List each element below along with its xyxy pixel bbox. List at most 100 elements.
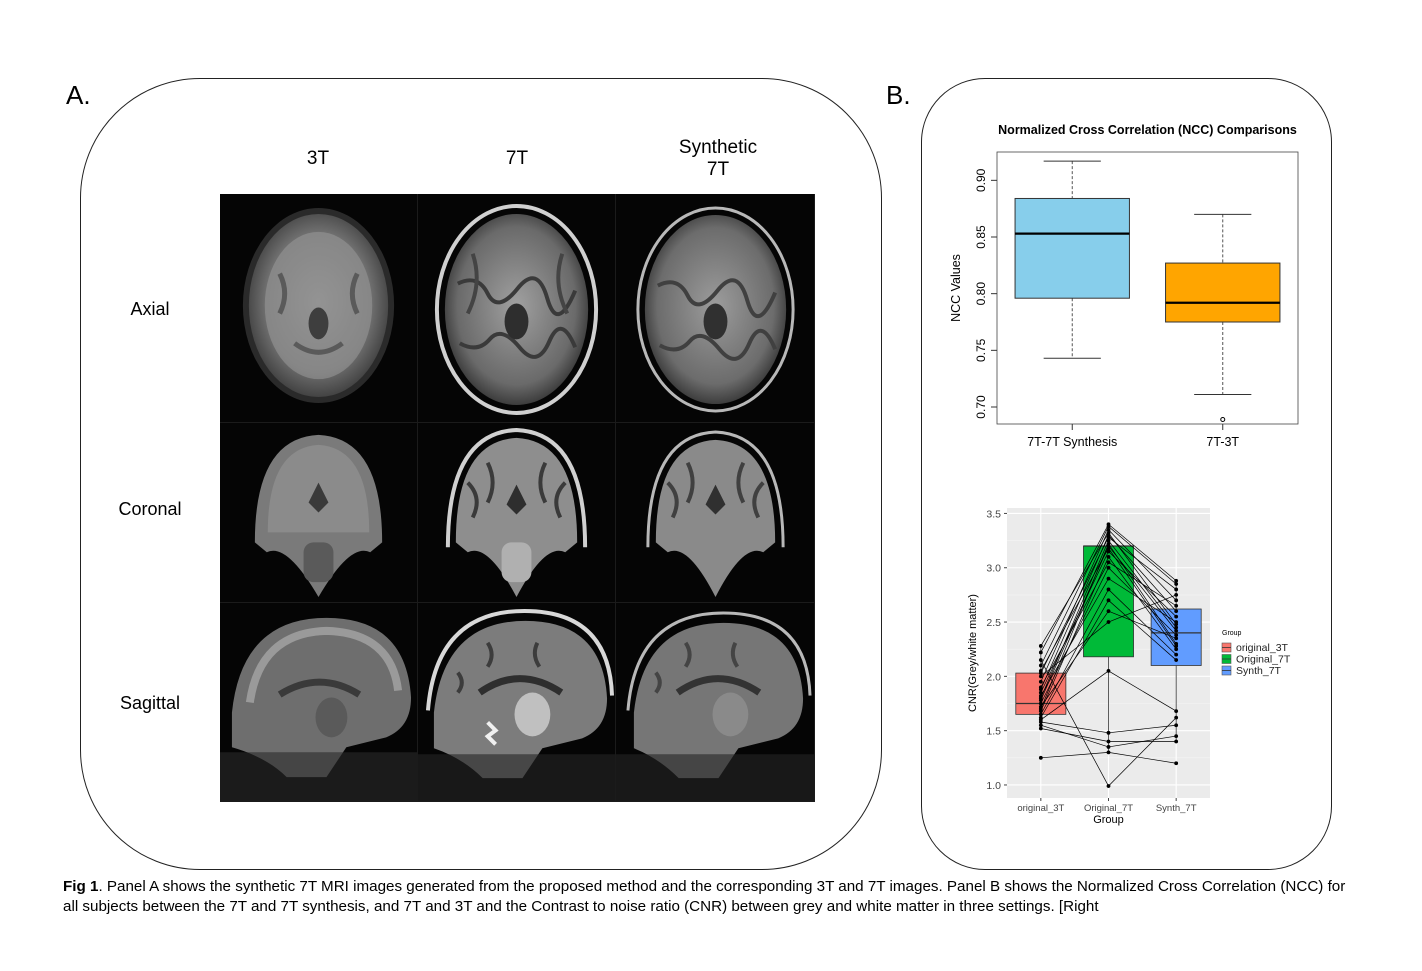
caption-text: . Panel A shows the synthetic 7T MRI ima… bbox=[63, 878, 1346, 915]
mri-sagittal-3t bbox=[220, 603, 418, 802]
subject-point bbox=[1174, 652, 1179, 657]
subject-point bbox=[1106, 587, 1111, 592]
subject-point bbox=[1174, 709, 1179, 714]
subject-point bbox=[1174, 614, 1179, 619]
legend-label: Synth_7T bbox=[1236, 665, 1282, 677]
x-tick-label: 7T-7T Synthesis bbox=[1027, 435, 1117, 449]
row-label-sagittal: Sagittal bbox=[119, 693, 181, 713]
mri-sagittal-synthetic-7t bbox=[616, 603, 815, 802]
subject-point bbox=[1106, 784, 1111, 788]
figure-caption: Fig 1. Panel A shows the synthetic 7T MR… bbox=[63, 877, 1353, 917]
outlier-point bbox=[1220, 416, 1226, 422]
subject-point bbox=[1038, 658, 1043, 662]
subject-point bbox=[1174, 587, 1179, 592]
x-tick-label: 7T-3T bbox=[1206, 435, 1239, 449]
subject-point bbox=[1106, 598, 1111, 603]
cnr-boxplot: 1.0 1.5 2.0 2.5 3.0 3.5 CNR(Grey/white matter)… bbox=[967, 508, 1291, 826]
caption-label: Fig 1 bbox=[63, 878, 99, 895]
subject-point bbox=[1038, 690, 1043, 695]
subject-point bbox=[1038, 674, 1043, 679]
column-label-3t: 3T bbox=[306, 148, 330, 169]
panel-b-letter: B. bbox=[886, 80, 911, 110]
subject-point bbox=[1106, 560, 1111, 565]
y-tick-label: 0.70 bbox=[974, 395, 988, 419]
subject-point bbox=[1038, 704, 1043, 709]
panel-a-frame bbox=[80, 78, 882, 870]
subject-point bbox=[1174, 761, 1179, 766]
subject-point bbox=[1174, 582, 1179, 586]
subject-point bbox=[1038, 723, 1043, 728]
subject-point bbox=[1038, 755, 1043, 760]
subject-point bbox=[1174, 603, 1179, 608]
panel-a-letter: A. bbox=[66, 80, 91, 110]
mri-coronal-synthetic-7t bbox=[616, 423, 815, 603]
subject-point bbox=[1106, 620, 1111, 624]
subject-point bbox=[1038, 669, 1043, 673]
y-tick-label: 0.80 bbox=[974, 282, 988, 306]
mri-image-grid bbox=[220, 194, 815, 802]
subject-point bbox=[1174, 734, 1179, 738]
x-axis-label: Group bbox=[1093, 814, 1124, 826]
subject-point bbox=[1106, 531, 1111, 535]
subject-point bbox=[1174, 628, 1179, 633]
subject-point bbox=[1038, 679, 1043, 684]
y-tick-label: 0.90 bbox=[974, 168, 988, 192]
subject-point bbox=[1174, 625, 1179, 630]
subject-point bbox=[1174, 592, 1179, 597]
subject-point bbox=[1174, 715, 1179, 720]
subject-point bbox=[1038, 701, 1043, 706]
subject-point bbox=[1174, 644, 1179, 648]
chart-title: Normalized Cross Correlation (NCC) Compa… bbox=[998, 123, 1297, 137]
subject-point bbox=[1106, 739, 1111, 744]
subject-point bbox=[1106, 565, 1111, 570]
subject-point bbox=[1038, 685, 1043, 690]
subject-point bbox=[1106, 527, 1111, 532]
row-label-axial: Axial bbox=[130, 299, 170, 319]
mri-axial-3t bbox=[220, 194, 418, 423]
subject-point bbox=[1038, 715, 1043, 720]
column-label-7t: 7T bbox=[505, 148, 529, 169]
subject-point bbox=[1106, 750, 1111, 755]
mri-sagittal-7t bbox=[418, 603, 616, 802]
subject-point bbox=[1106, 730, 1111, 735]
subject-point bbox=[1038, 650, 1043, 655]
mri-coronal-7t bbox=[418, 423, 616, 603]
y-tick-label: 3.5 bbox=[986, 508, 1001, 520]
box-1 bbox=[1165, 262, 1281, 323]
y-axis-label: CNR(Grey/white matter) bbox=[967, 594, 979, 712]
subject-point bbox=[1106, 745, 1111, 749]
subject-point bbox=[1174, 622, 1179, 627]
y-axis-label: NCC Values bbox=[949, 254, 963, 322]
y-tick-label: 2.0 bbox=[986, 671, 1001, 683]
subject-point bbox=[1106, 522, 1111, 527]
subject-point bbox=[1106, 554, 1111, 559]
subject-point bbox=[1038, 712, 1043, 717]
y-tick-label: 2.5 bbox=[986, 617, 1001, 629]
subject-point bbox=[1174, 658, 1179, 662]
subject-point bbox=[1106, 609, 1111, 614]
subject-point bbox=[1106, 576, 1111, 581]
plot-frame bbox=[996, 151, 1299, 425]
row-label-coronal: Coronal bbox=[118, 499, 182, 519]
subject-point bbox=[1038, 644, 1043, 648]
x-tick-label: Synth_7T bbox=[1156, 803, 1197, 814]
subject-point bbox=[1174, 598, 1179, 603]
subject-point bbox=[1106, 535, 1111, 540]
legend-label: Original_7T bbox=[1236, 654, 1291, 666]
subject-point bbox=[1106, 538, 1111, 543]
mri-coronal-3t bbox=[220, 423, 418, 603]
mri-axial-7t bbox=[418, 194, 616, 423]
subject-point bbox=[1038, 726, 1043, 731]
y-tick-label: 0.85 bbox=[974, 225, 988, 249]
box-0 bbox=[1014, 197, 1130, 299]
y-tick-label: 3.0 bbox=[986, 563, 1001, 575]
subject-point bbox=[1106, 546, 1111, 551]
y-tick-label: 1.0 bbox=[986, 780, 1001, 792]
column-label-synthetic-7t: Synthetic 7T bbox=[678, 137, 758, 180]
y-tick-label: 1.5 bbox=[986, 726, 1001, 738]
x-tick-label: Original_7T bbox=[1084, 803, 1133, 814]
subject-point bbox=[1174, 578, 1179, 583]
subject-point bbox=[1174, 723, 1179, 728]
mri-axial-synthetic-7t bbox=[616, 194, 815, 423]
subject-point bbox=[1038, 694, 1043, 698]
